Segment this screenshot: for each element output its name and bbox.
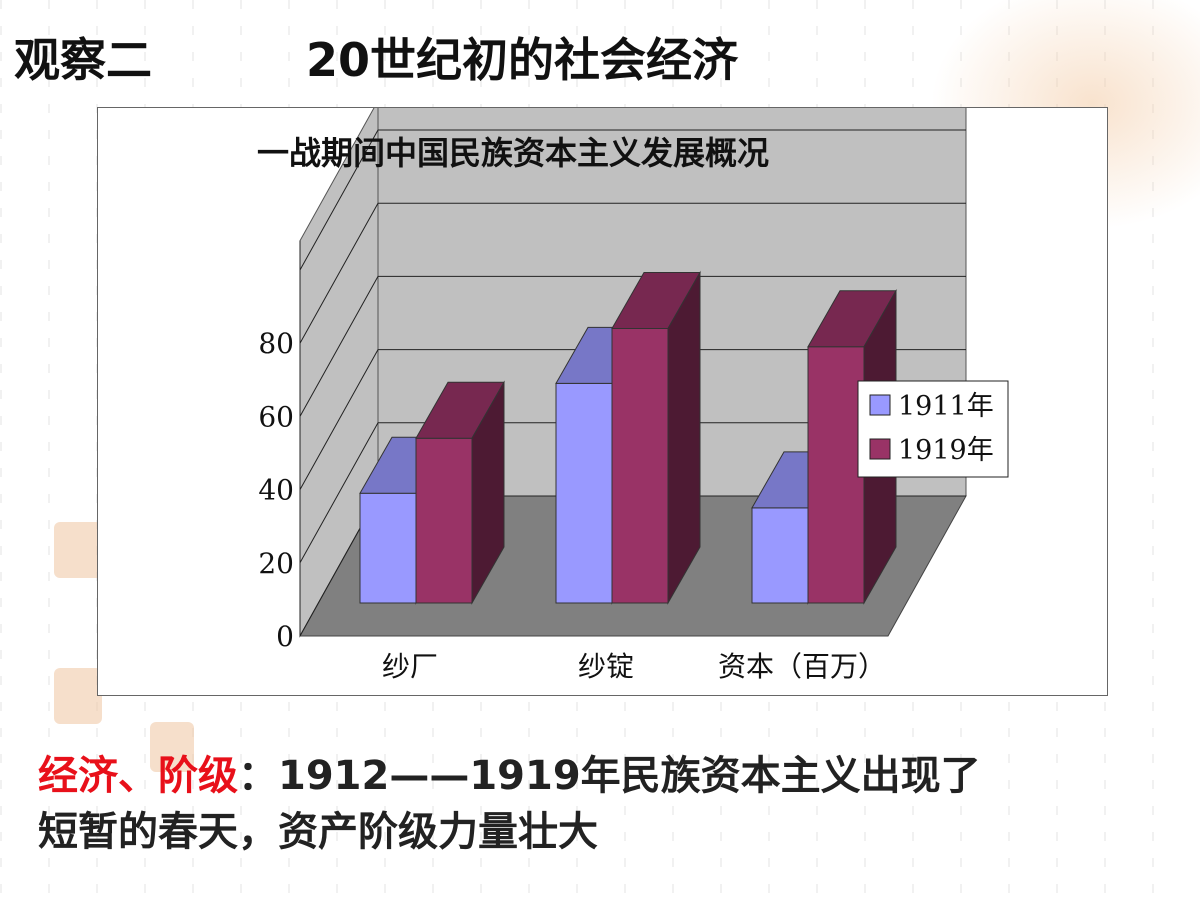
conclusion-separator: ： [238,753,278,799]
bar-2-1 [415,380,505,605]
legend-swatch [869,438,891,460]
y-tick-label: 60 [258,400,294,433]
x-tick-label: 资本（百万） [718,650,886,683]
chart-frame: 0 20 40 60 80 纱厂 纱锭 资本（百万） 一战期间中国民族资本主义发展概况 1911年… [97,107,1108,696]
decorative-seal [54,522,102,578]
conclusion-line-1: 经济、阶级：1912——1919年民族资本主义出现了 [38,748,1168,804]
chart-gridline [299,129,966,271]
decorative-seal [54,668,102,724]
legend-label: 1919年 [898,435,994,466]
legend-swatch [869,394,891,416]
bar-front-face [807,346,865,604]
chart-legend: 1911年 1919年 [857,380,1009,478]
chart-gridline [299,349,966,490]
bar-2-2 [611,270,701,605]
y-tick-label: 0 [276,620,294,653]
bar-front-face [555,382,613,604]
x-tick-label: 纱锭 [578,650,634,683]
bar-side-face [471,380,505,605]
slide-subheading: 20世纪初的社会经济 [306,33,739,87]
bar-side-face [667,270,701,605]
conclusion-text: 经济、阶级：1912——1919年民族资本主义出现了 短暂的春天，资产阶级力量壮… [38,748,1168,860]
bar-front-face [611,328,669,604]
slide-title: 观察二 20世纪初的社会经济 [14,30,738,90]
legend-label: 1911年 [898,391,994,422]
slide-heading: 观察二 [14,33,152,87]
chart-gridline [299,202,966,344]
conclusion-label: 经济、阶级 [38,753,238,799]
decorative-seal [150,722,194,772]
y-tick-label: 20 [258,547,294,580]
conclusion-text-2: 短暂的春天，资产阶级力量壮大 [38,809,598,855]
bar-2-3 [807,288,897,605]
y-tick-label: 40 [258,474,294,507]
x-tick-label: 纱厂 [382,650,438,683]
bar-front-face [751,507,809,604]
chart-gridline [299,422,966,564]
bar-front-face [359,492,417,604]
chart-title: 一战期间中国民族资本主义发展概况 [257,134,769,172]
bar-chart: 0 20 40 60 80 纱厂 纱锭 资本（百万） 一战期间中国民族资本主义发展概况 1911年… [257,108,1009,683]
y-tick-label: 80 [258,327,294,360]
chart-gridline [299,275,966,417]
conclusion-text-1: 1912——1919年民族资本主义出现了 [278,753,981,799]
bar-front-face [415,437,473,604]
